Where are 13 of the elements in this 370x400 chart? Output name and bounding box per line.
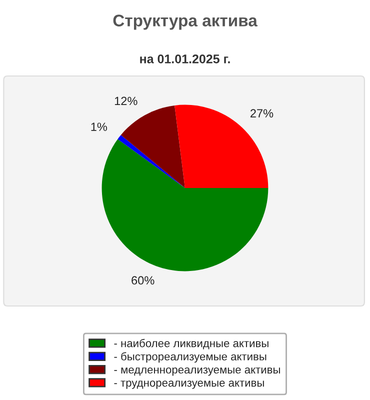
data-label: 12% [114, 96, 138, 106]
legend-label: - наиболее ликвидные активы [114, 338, 268, 350]
data-label: 60% [132, 276, 154, 285]
legend-label: - быстрореализуемые активы [114, 352, 266, 363]
data-label: 1% [91, 122, 108, 131]
data-label: 27% [250, 109, 274, 118]
legend-label: - труднореализуемые активы [114, 380, 264, 389]
pie-slice [120, 105, 185, 188]
chart-subtitle: на 01.01.2025 г. [140, 54, 230, 64]
pie-slice [102, 139, 268, 272]
pie-slice [118, 134, 185, 188]
chart-title: Структура актива [113, 14, 258, 30]
legend-label: - медленнореализуемые активы [114, 367, 280, 376]
